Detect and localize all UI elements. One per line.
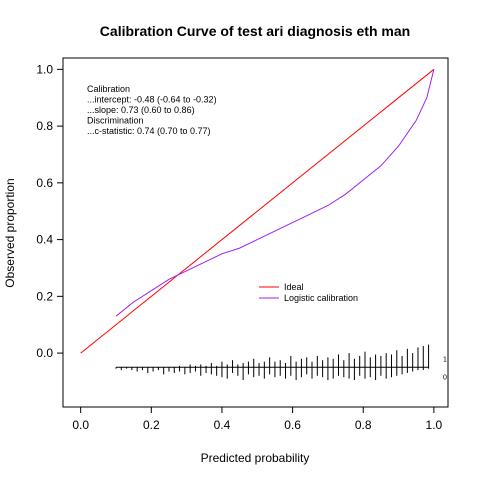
x-tick-label: 0.2 — [143, 418, 160, 432]
y-tick-label: 0.2 — [36, 289, 53, 303]
y-axis: 0.0 0.2 0.4 0.6 0.8 1.0 — [36, 62, 63, 360]
stats-line: Calibration — [87, 84, 130, 94]
y-tick-label: 0.0 — [36, 346, 53, 360]
series-line-ideal — [80, 68, 435, 354]
stats-line: ...slope: 0.73 (0.60 to 0.86) — [87, 105, 195, 115]
legend-label: Ideal — [284, 282, 304, 292]
y-tick-label: 0.4 — [36, 233, 53, 247]
x-tick-label: 0.6 — [284, 418, 301, 432]
rug-label-events: 1 — [443, 356, 447, 363]
calibration-stats: Calibration...intercept: -0.48 (-0.64 to… — [87, 84, 217, 136]
x-tick-label: 0.0 — [72, 418, 89, 432]
stats-line: ...intercept: -0.48 (-0.64 to -0.32) — [87, 95, 217, 105]
plot-frame — [62, 57, 449, 408]
x-axis: 0.0 0.2 0.4 0.6 0.8 1.0 — [72, 407, 443, 432]
x-tick-label: 1.0 — [426, 418, 443, 432]
y-tick-label: 0.8 — [36, 119, 53, 133]
x-tick-label: 0.8 — [355, 418, 372, 432]
chart-title: Calibration Curve of test ari diagnosis … — [100, 23, 410, 39]
stats-line: Discrimination — [87, 116, 144, 126]
rug-label-nonevents: 0 — [443, 374, 447, 381]
series-layer — [80, 68, 435, 354]
series-line-logistic-calibration — [115, 69, 435, 317]
y-axis-label: Observed proportion — [3, 178, 17, 287]
distribution-rug: 10 — [115, 344, 447, 381]
y-tick-label: 1.0 — [36, 62, 53, 76]
legend-label: Logistic calibration — [284, 293, 358, 303]
x-tick-label: 0.4 — [214, 418, 231, 432]
x-axis-label: Predicted probability — [201, 451, 310, 465]
y-tick-label: 0.6 — [36, 176, 53, 190]
stats-line: ...c-statistic: 0.74 (0.70 to 0.77) — [87, 126, 211, 136]
